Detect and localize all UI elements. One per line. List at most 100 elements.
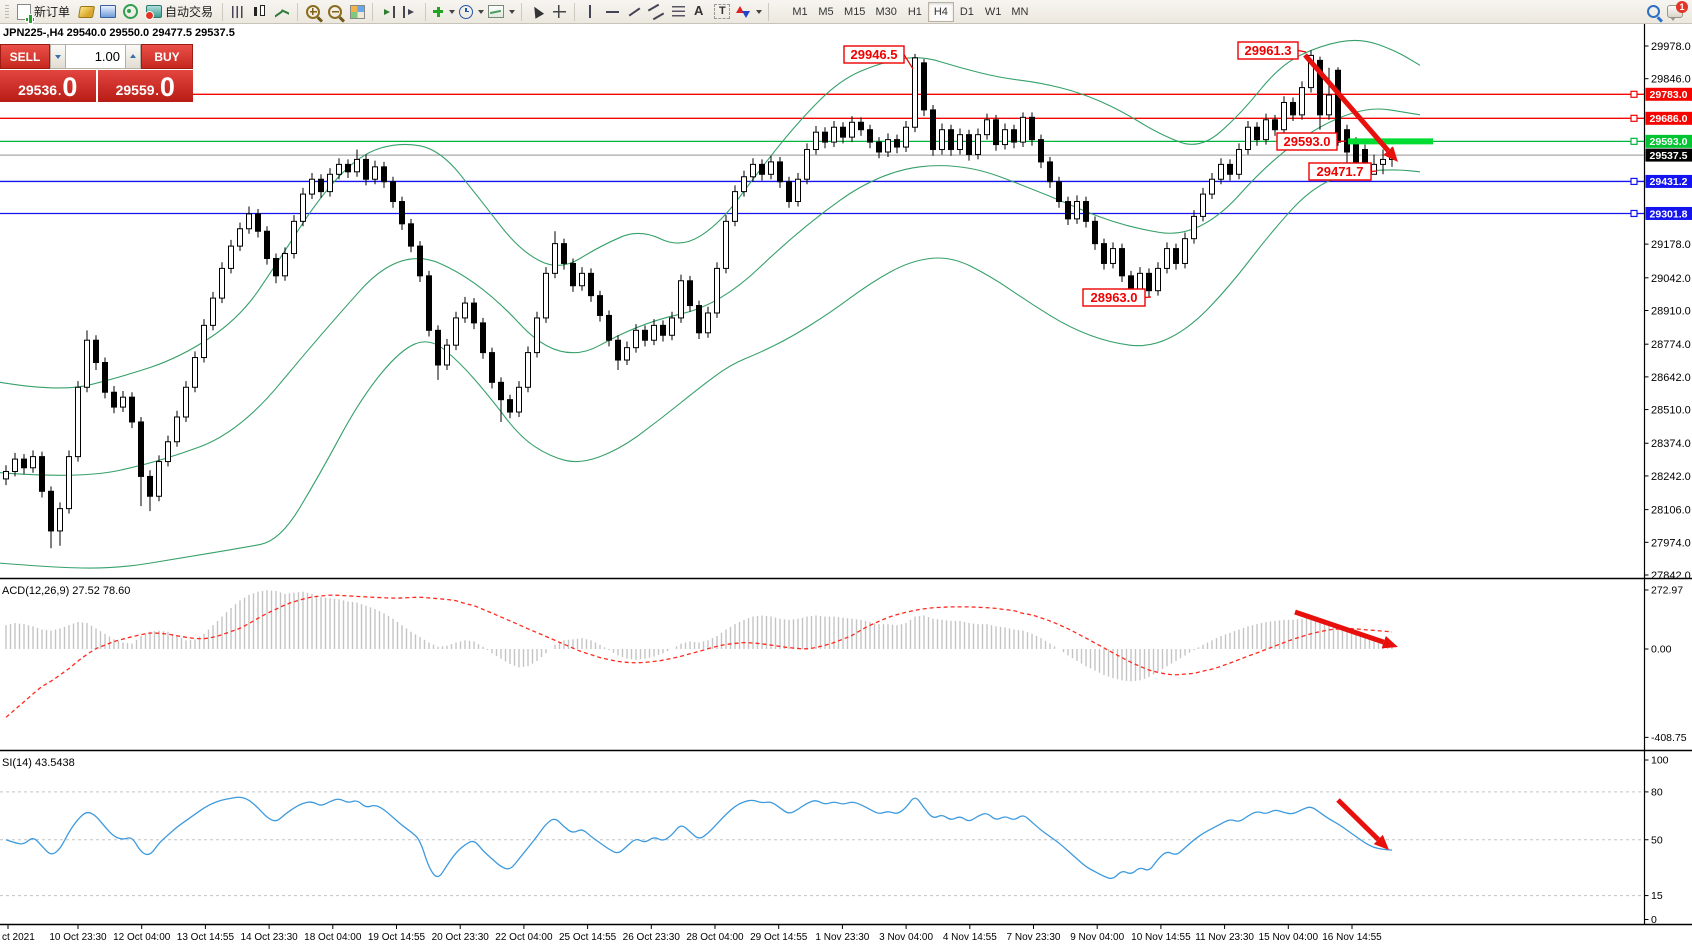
search-icon — [1646, 5, 1660, 18]
timeframe-M1[interactable]: M1 — [787, 2, 813, 22]
rsi-axis[interactable]: 100 80 50 15 0 — [1644, 755, 1669, 927]
templates-button[interactable] — [486, 1, 517, 23]
auto-trading-label: 自动交易 — [165, 5, 214, 19]
timeframe-M15[interactable]: M15 — [839, 2, 870, 22]
new-order-button[interactable]: 新订单 — [12, 1, 75, 23]
svg-text:ACD(12,26,9) 27.52 78.60: ACD(12,26,9) 27.52 78.60 — [2, 585, 130, 597]
arrows-button[interactable] — [733, 1, 764, 23]
zoom-in-button[interactable] — [302, 1, 324, 23]
channel-icon — [647, 3, 665, 20]
timeframe-W1[interactable]: W1 — [980, 2, 1007, 22]
toolbar-separator — [222, 2, 224, 21]
auto-trading-button[interactable]: 自动交易 — [141, 1, 218, 23]
time-axis[interactable]: ct 2021 10 Oct 23:30 12 Oct 04:00 13 Oct 14… — [2, 925, 1382, 943]
timeframe-toolbar: M1 M5 M15 M30 H1 H4 D1 W1 MN — [787, 1, 1033, 22]
timeframe-H1[interactable]: H1 — [902, 2, 928, 22]
svg-text:28242.0: 28242.0 — [1651, 471, 1691, 483]
price-callout-28963.0[interactable]: 28963.0 — [1082, 288, 1152, 307]
text-button[interactable] — [689, 1, 711, 23]
shapes-icon — [735, 4, 751, 20]
hline-29431.2[interactable] — [0, 177, 1644, 186]
toolbar-separator — [574, 2, 576, 21]
timeframe-M5[interactable]: M5 — [813, 2, 839, 22]
chevron-down-icon — [756, 9, 763, 14]
price-callout-29961.3[interactable]: 29961.3 — [1237, 41, 1307, 60]
volume-decrease-button[interactable] — [50, 44, 66, 69]
sell-button[interactable]: SELL — [0, 44, 50, 69]
price-callout-29946.5[interactable]: 29946.5 — [843, 45, 914, 70]
trade-panel-prices: 29536. 0 29559. 0 — [0, 70, 193, 102]
search-button[interactable] — [1642, 1, 1664, 23]
candlestick-chart-button[interactable] — [249, 1, 271, 23]
new-order-label: 新订单 — [34, 5, 71, 19]
timeframe-D1[interactable]: D1 — [954, 2, 980, 22]
market-watch-icon — [100, 5, 117, 18]
bollinger-upper-band — [0, 39, 1421, 389]
indicators-icon — [432, 5, 445, 18]
tile-windows-button[interactable] — [346, 1, 368, 23]
svg-text:29946.5: 29946.5 — [851, 47, 898, 62]
line-chart-icon — [275, 6, 289, 18]
rsi-label: SI(14) 43.5438 — [2, 757, 75, 769]
data-window-button[interactable] — [119, 1, 141, 23]
volume-increase-button[interactable] — [125, 44, 141, 69]
svg-text:7 Nov 23:30: 7 Nov 23:30 — [1007, 932, 1061, 943]
horizontal-line-button[interactable] — [601, 1, 623, 23]
triangle-down-icon — [55, 55, 61, 59]
macd-down-arrow-annotation[interactable] — [1294, 609, 1398, 649]
rsi-down-arrow-annotation[interactable] — [1336, 798, 1389, 850]
svg-text:3 Nov 04:00: 3 Nov 04:00 — [879, 932, 933, 943]
chevron-down-icon — [478, 9, 485, 14]
volume-input[interactable]: 1.00 — [66, 44, 125, 69]
timeframe-H4[interactable]: H4 — [927, 1, 954, 22]
timeframe-MN[interactable]: MN — [1006, 2, 1033, 22]
template-icon — [488, 5, 505, 18]
svg-text:29593.0: 29593.0 — [1650, 136, 1688, 148]
trendline-button[interactable] — [623, 1, 645, 23]
sell-price[interactable]: 29536. 0 — [0, 70, 96, 102]
cursor-button[interactable] — [526, 1, 548, 23]
new-order-icon — [17, 3, 34, 23]
bollinger-lower-band — [0, 169, 1421, 569]
svg-text:29537.5: 29537.5 — [1650, 150, 1688, 162]
timeframe-M30[interactable]: M30 — [870, 2, 901, 22]
toolbar-gripper[interactable] — [5, 4, 9, 19]
triangle-up-icon — [130, 54, 136, 58]
fibonacci-button[interactable] — [667, 1, 689, 23]
buy-button[interactable]: BUY — [141, 44, 193, 69]
svg-text:10 Nov 14:55: 10 Nov 14:55 — [1131, 932, 1191, 943]
bar-chart-button[interactable] — [227, 1, 249, 23]
line-chart-button[interactable] — [271, 1, 293, 23]
buy-price[interactable]: 29559. 0 — [97, 70, 193, 102]
crosshair-button[interactable] — [548, 1, 570, 23]
svg-text:25 Oct 14:55: 25 Oct 14:55 — [559, 932, 617, 943]
indicators-button[interactable] — [430, 1, 457, 23]
price-callout-29593.0[interactable]: 29593.0 — [1276, 132, 1347, 151]
scroll-to-end-button[interactable] — [377, 1, 399, 23]
hline-29783.0[interactable] — [0, 90, 1644, 98]
zoom-out-button[interactable] — [324, 1, 346, 23]
svg-text:11 Nov 23:30: 11 Nov 23:30 — [1195, 932, 1254, 943]
scroll-end-icon — [381, 5, 396, 18]
price-callout-29471.7[interactable]: 29471.7 — [1308, 162, 1378, 181]
chat-button[interactable]: 1 — [1664, 0, 1688, 23]
svg-text:14 Oct 23:30: 14 Oct 23:30 — [240, 932, 298, 943]
tile-windows-icon — [349, 4, 365, 19]
periods-button[interactable] — [457, 1, 486, 23]
price-axis[interactable]: 29978.0 29846.0 29178.0 29042.0 28910.0 28774… — [1644, 41, 1691, 582]
vertical-line-button[interactable] — [579, 1, 601, 23]
ohlc-info: JPN225-,H4 29540.0 29550.0 29477.5 29537… — [3, 27, 235, 39]
price-down-arrow-annotation[interactable] — [1303, 53, 1398, 162]
svg-text:29978.0: 29978.0 — [1651, 41, 1691, 53]
svg-text:29593.0: 29593.0 — [1284, 134, 1331, 149]
macd-axis[interactable]: 272.97 0.00 -408.75 — [1644, 584, 1687, 744]
text-label-button[interactable] — [711, 1, 733, 23]
chart-profile-button[interactable] — [75, 1, 97, 23]
svg-text:-408.75: -408.75 — [1651, 732, 1687, 744]
chart-shift-button[interactable] — [399, 1, 421, 23]
hline-29686.0[interactable] — [0, 114, 1644, 122]
equidistant-channel-button[interactable] — [645, 1, 667, 23]
market-watch-button[interactable] — [97, 1, 119, 23]
svg-text:28106.0: 28106.0 — [1651, 505, 1691, 517]
